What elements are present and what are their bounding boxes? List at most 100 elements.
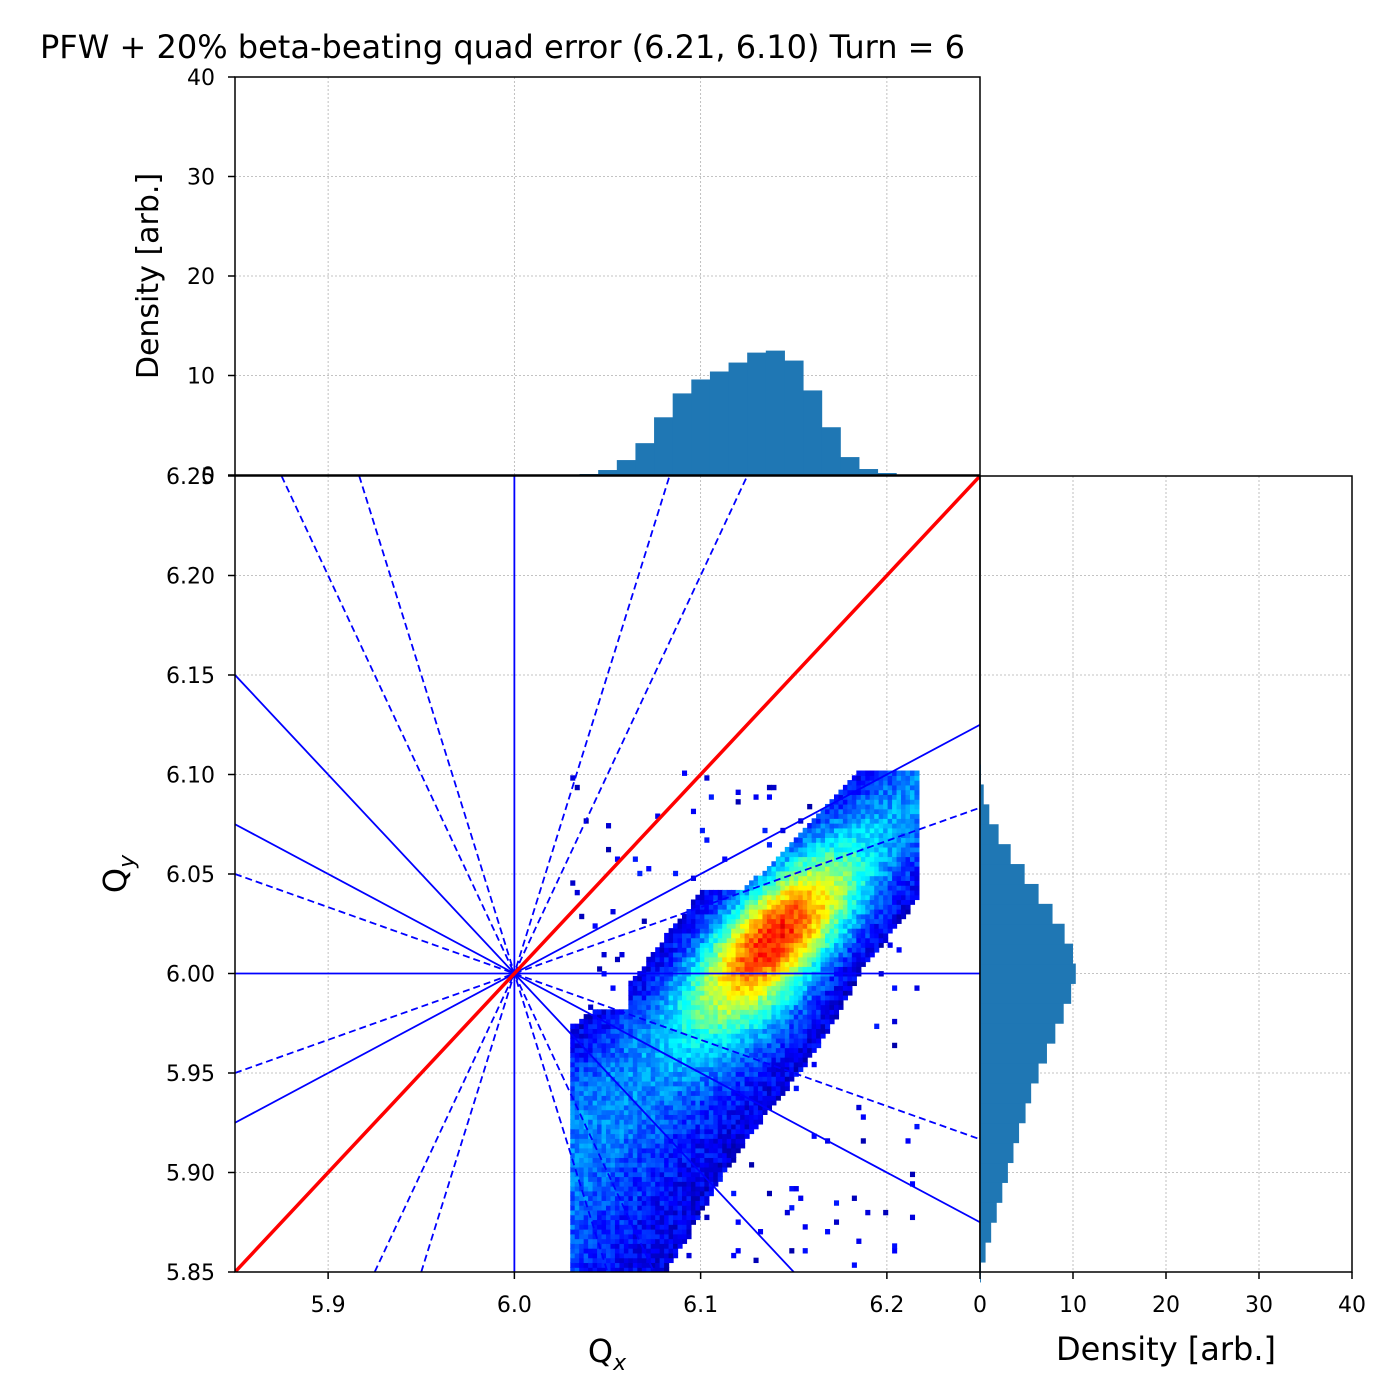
heatmap-cell [628,980,634,987]
heatmap-cell [775,980,781,987]
heatmap-cell [699,1128,705,1135]
qy-histogram-bar [980,983,1072,1004]
heatmap-cell [740,894,746,901]
heatmap-cell [623,1133,629,1139]
heatmap-cell [713,923,719,929]
heatmap-cell [851,827,857,834]
heatmap-cell [865,928,871,934]
heatmap-cell [851,794,857,800]
density-tick-label: 10 [187,365,215,390]
heatmap-cell [793,961,799,967]
heatmap-cell [708,1057,714,1063]
heatmap-cell [673,928,679,934]
heatmap-cell [664,994,670,1001]
heatmap-cell [655,1214,661,1221]
heatmap-cell [740,932,746,939]
heatmap-cell [579,1243,585,1249]
heatmap-cell [816,990,822,996]
heatmap-cell [726,1052,732,1058]
heatmap-cell [597,966,603,972]
heatmap-cell [811,1037,817,1044]
heatmap-cell [820,1014,826,1020]
heatmap-cell [588,1143,594,1149]
heatmap-cell [771,918,777,924]
heatmap-cell [807,904,813,910]
heatmap-cell [695,1152,701,1158]
heatmap-cell [874,799,880,805]
heatmap-cell [878,827,884,834]
heatmap-cell [896,889,902,896]
heatmap-cell [731,961,737,967]
heatmap-cell [789,1076,795,1082]
heatmap-cell [628,1071,634,1077]
heatmap-cell [869,889,875,896]
heatmap-cell [686,1066,692,1073]
heatmap-cell [597,1076,603,1082]
heatmap-cell [570,1028,576,1034]
heatmap-cell [726,1123,732,1130]
heatmap-cell [762,1071,768,1077]
heatmap-cell [816,842,822,848]
heatmap-cell [579,1023,585,1030]
heatmap-cell [883,875,889,881]
heatmap-cell [579,1262,585,1268]
heatmap-cell [664,1152,670,1158]
heatmap-cell [628,1181,634,1187]
heatmap-cell [713,1138,719,1144]
heatmap-cell [583,1052,589,1058]
heatmap-cell [878,832,884,838]
heatmap-cell [798,866,804,872]
heatmap-cell [717,1061,723,1068]
heatmap-cell [628,1061,634,1068]
heatmap-cell [896,827,902,834]
heatmap-cell [722,1143,728,1149]
heatmap-cell [677,1047,683,1053]
heatmap-cell [592,1095,598,1101]
density-tick-label: 10 [1059,1293,1087,1318]
heatmap-cell [726,1162,732,1168]
heatmap-cell [865,784,871,791]
heatmap-cell [637,1166,643,1173]
heatmap-cell [655,1257,661,1264]
qy-histogram-bar [980,1003,1064,1024]
heatmap-cell [914,894,920,901]
heatmap-cell [757,990,764,996]
heatmap-cell [771,909,777,915]
heatmap-cell [883,880,889,886]
heatmap-cell [784,1014,790,1020]
heatmap-cell [784,1209,790,1216]
heatmap-cell [909,827,916,834]
heatmap-cell [753,1023,759,1030]
heatmap-cell [614,1157,621,1163]
heatmap-cell [892,923,898,929]
heatmap-cell [735,1028,741,1034]
heatmap-cell [851,1195,857,1201]
heatmap-cell [650,1114,656,1120]
heatmap-cell [583,1147,589,1154]
heatmap-cell [668,1114,674,1120]
heatmap-cell [570,1224,576,1230]
heatmap-cell [619,1157,625,1163]
heatmap-cell [695,1042,701,1049]
heatmap-cell [655,1042,661,1049]
heatmap-cell [606,1042,612,1049]
heatmap-cell [601,1238,607,1244]
heatmap-cell [784,952,790,958]
heatmap-cell [655,1171,661,1178]
heatmap-cell [798,985,804,991]
heatmap-cell [802,827,808,834]
heatmap-cell [856,937,862,944]
heatmap-cell [731,1147,737,1154]
heatmap-cell [708,1143,714,1149]
heatmap-cell [686,1205,692,1211]
heatmap-cell [784,994,790,1001]
heatmap-cell [668,1004,674,1010]
heatmap-cell [655,1085,661,1092]
heatmap-cell [735,899,741,905]
heatmap-cell [909,880,916,886]
heatmap-cell [641,1014,647,1020]
heatmap-cell [632,1171,638,1178]
heatmap-cell [825,818,831,824]
heatmap-cell [619,1100,625,1106]
heatmap-cell [650,980,656,987]
